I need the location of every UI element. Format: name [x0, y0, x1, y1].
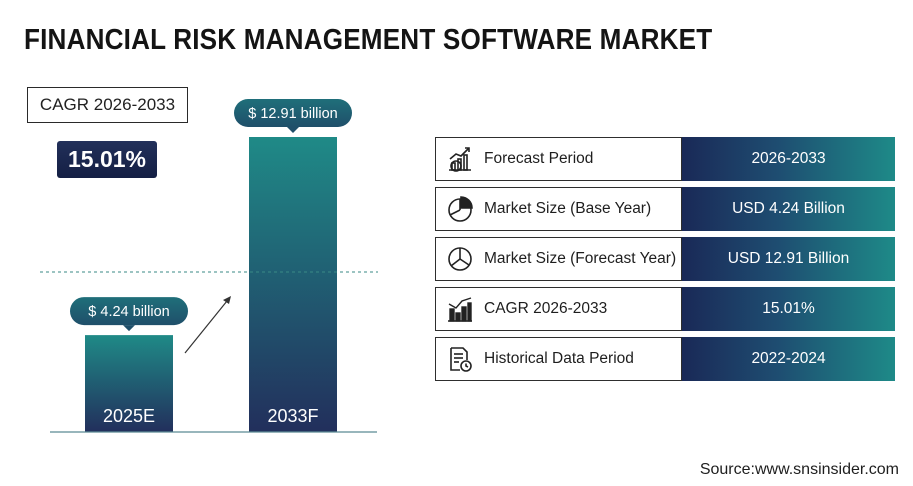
- row-label: Historical Data Period: [484, 350, 634, 367]
- cagr-value-badge: 15.01%: [57, 141, 157, 178]
- row-value: USD 12.91 Billion: [727, 250, 850, 267]
- category-label: 2025E: [103, 406, 155, 426]
- data-label-pill: [70, 297, 188, 326]
- data-label-pill: [234, 99, 352, 127]
- row-value: 2026-2033: [751, 150, 826, 167]
- pie-chart-icon: [436, 238, 484, 280]
- bar-2033F: [249, 137, 337, 432]
- data-label-pointer: [123, 325, 135, 332]
- source-credit: Source:www.snsinsider.com: [699, 461, 899, 478]
- data-label-pointer: [287, 127, 299, 133]
- table-row: CAGR 2026-2033 15.01%: [435, 287, 895, 331]
- cagr-label-box: CAGR 2026-2033: [27, 87, 188, 123]
- row-value: 15.01%: [762, 300, 815, 317]
- row-label: Forecast Period: [484, 150, 594, 167]
- cagr-label: CAGR 2026-2033: [39, 95, 176, 114]
- cagr-value: 15.01%: [67, 146, 146, 172]
- table-row: Market Size (Forecast Year) USD 12.91 Bi…: [435, 237, 895, 281]
- data-label: $ 12.91 billion: [234, 99, 352, 133]
- row-label: Market Size (Forecast Year): [484, 250, 677, 267]
- category-label: 2033F: [267, 406, 318, 426]
- market-size-bar-chart: 2025E $ 4.24 billion 2033F $ 12.91 billion: [40, 99, 378, 433]
- table-row: Historical Data Period 2022-2024: [435, 337, 895, 381]
- row-value: USD 4.24 Billion: [732, 200, 845, 217]
- bar-2025E: [85, 335, 173, 432]
- page-title: FINANCIAL RISK MANAGEMENT SOFTWARE MARKE…: [24, 24, 713, 56]
- table-row: Forecast Period 2026-2033: [435, 137, 895, 181]
- row-label: Market Size (Base Year): [484, 200, 652, 217]
- data-label: $ 4.24 billion: [70, 297, 188, 332]
- row-value: 2022-2024: [751, 350, 826, 367]
- data-label-text: $ 12.91 billion: [248, 106, 338, 122]
- document-clock-icon: [436, 338, 484, 380]
- data-label-text: $ 4.24 billion: [88, 304, 169, 320]
- growth-chart-icon: [436, 138, 484, 180]
- market-summary-table: Forecast Period 2026-2033 Market Size (B…: [435, 137, 895, 387]
- table-row: Market Size (Base Year) USD 4.24 Billion: [435, 187, 895, 231]
- growth-arrow-icon: [184, 296, 231, 354]
- pie-chart-icon: [436, 188, 484, 230]
- row-label: CAGR 2026-2033: [484, 300, 608, 317]
- bar-chart-icon: [436, 288, 484, 330]
